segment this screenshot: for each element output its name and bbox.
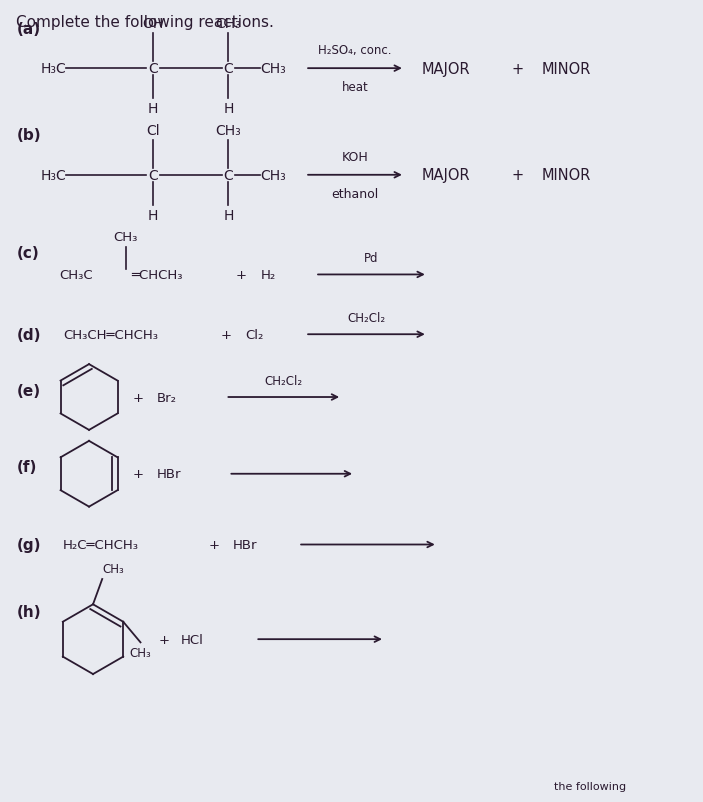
Text: +: + bbox=[133, 468, 144, 480]
Text: CH₃CH═CHCH₃: CH₃CH═CHCH₃ bbox=[63, 328, 158, 342]
Text: H₂C═CHCH₃: H₂C═CHCH₃ bbox=[63, 538, 139, 551]
Text: CH₃: CH₃ bbox=[114, 230, 138, 243]
Text: CH₂Cl₂: CH₂Cl₂ bbox=[347, 312, 385, 325]
Text: (h): (h) bbox=[16, 604, 41, 619]
Text: H: H bbox=[148, 209, 158, 222]
Text: C: C bbox=[148, 62, 157, 76]
Text: MINOR: MINOR bbox=[541, 168, 591, 183]
Text: H₃C: H₃C bbox=[40, 62, 66, 76]
Text: Cl: Cl bbox=[146, 124, 160, 138]
Text: (e): (e) bbox=[16, 383, 41, 398]
Text: (g): (g) bbox=[16, 537, 41, 553]
Text: KOH: KOH bbox=[342, 151, 368, 164]
Text: CH₂Cl₂: CH₂Cl₂ bbox=[265, 375, 303, 387]
Text: +: + bbox=[209, 538, 219, 551]
Text: CH₃: CH₃ bbox=[216, 18, 241, 31]
Text: H: H bbox=[224, 209, 233, 222]
Text: (f): (f) bbox=[16, 460, 37, 475]
Text: C: C bbox=[224, 62, 233, 76]
Text: H₂: H₂ bbox=[260, 269, 276, 282]
Text: H₃C: H₃C bbox=[40, 168, 66, 183]
Text: CH₃: CH₃ bbox=[260, 62, 286, 76]
Text: C: C bbox=[224, 168, 233, 183]
Text: H: H bbox=[224, 102, 233, 116]
Text: H: H bbox=[148, 102, 158, 116]
Text: heat: heat bbox=[342, 81, 368, 94]
Text: +: + bbox=[511, 168, 524, 183]
Text: HCl: HCl bbox=[181, 633, 204, 646]
Text: (a): (a) bbox=[16, 22, 41, 37]
Text: C: C bbox=[148, 168, 157, 183]
Text: Complete the following reactions.: Complete the following reactions. bbox=[16, 14, 274, 30]
Text: the following: the following bbox=[554, 780, 626, 791]
Text: HBr: HBr bbox=[157, 468, 181, 480]
Text: H₂SO₄, conc.: H₂SO₄, conc. bbox=[318, 44, 392, 57]
Text: Pd: Pd bbox=[364, 252, 379, 265]
Text: (b): (b) bbox=[16, 128, 41, 144]
Text: HBr: HBr bbox=[233, 538, 257, 551]
Text: (c): (c) bbox=[16, 245, 39, 261]
Text: OH: OH bbox=[142, 18, 163, 31]
Text: CH₃C: CH₃C bbox=[59, 269, 93, 282]
Text: Br₂: Br₂ bbox=[157, 391, 176, 404]
Text: +: + bbox=[511, 62, 524, 76]
Text: +: + bbox=[159, 633, 169, 646]
Text: CH₃: CH₃ bbox=[260, 168, 286, 183]
Text: ethanol: ethanol bbox=[331, 188, 379, 200]
Text: ═CHCH₃: ═CHCH₃ bbox=[131, 269, 182, 282]
Text: MAJOR: MAJOR bbox=[422, 62, 470, 76]
Text: MINOR: MINOR bbox=[541, 62, 591, 76]
Text: CH₃: CH₃ bbox=[102, 562, 124, 575]
Text: MAJOR: MAJOR bbox=[422, 168, 470, 183]
Text: CH₃: CH₃ bbox=[129, 646, 151, 659]
Text: +: + bbox=[236, 269, 247, 282]
Text: +: + bbox=[133, 391, 144, 404]
Text: Cl₂: Cl₂ bbox=[245, 328, 264, 342]
Text: CH₃: CH₃ bbox=[216, 124, 241, 138]
Text: (d): (d) bbox=[16, 327, 41, 342]
Text: +: + bbox=[221, 328, 231, 342]
